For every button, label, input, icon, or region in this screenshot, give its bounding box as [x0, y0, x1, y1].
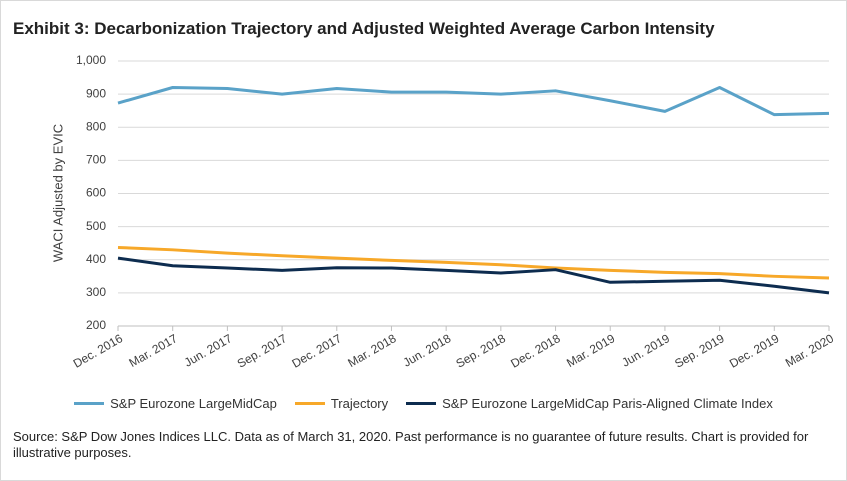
- chart-title: Exhibit 3: Decarbonization Trajectory an…: [13, 19, 715, 38]
- y-tick-label: 900: [86, 86, 106, 100]
- x-tick-label: Dec. 2017: [289, 331, 344, 371]
- x-tick-label: Dec. 2016: [71, 331, 126, 371]
- x-tick-label: Jun. 2018: [401, 331, 454, 370]
- legend-item: S&P Eurozone LargeMidCap Paris-Aligned C…: [406, 396, 773, 411]
- x-tick-label: Mar. 2020: [783, 331, 836, 370]
- legend-item: Trajectory: [294, 396, 389, 411]
- y-tick-label: 600: [86, 186, 106, 200]
- x-tick-label: Sep. 2017: [235, 331, 290, 371]
- y-tick-label: 1,000: [76, 53, 106, 67]
- y-tick-label: 200: [86, 318, 106, 332]
- x-tick-label: Mar. 2018: [345, 331, 398, 370]
- series-line: [117, 245, 830, 280]
- x-tick-label: Sep. 2019: [672, 331, 727, 371]
- legend-swatch: [406, 402, 437, 405]
- y-tick-label: 700: [86, 153, 106, 167]
- y-tick-label: 500: [86, 219, 106, 233]
- y-tick-label: 300: [86, 285, 106, 299]
- series-line: [117, 256, 830, 295]
- y-tick-label: 400: [86, 252, 106, 266]
- source-note: Source: S&P Dow Jones Indices LLC. Data …: [13, 429, 809, 460]
- legend-label: S&P Eurozone LargeMidCap: [110, 396, 277, 411]
- series-line: [117, 86, 830, 117]
- x-tick-label: Jun. 2019: [619, 331, 672, 370]
- x-tick-label: Mar. 2017: [127, 331, 180, 370]
- legend: S&P Eurozone LargeMidCap Trajectory S&P Eu…: [1, 396, 846, 411]
- legend-swatch: [294, 402, 325, 405]
- y-tick-label: 800: [86, 119, 106, 133]
- legend-label: Trajectory: [330, 396, 389, 411]
- y-axis-label: WACI Adjusted by EVIC: [50, 124, 65, 262]
- legend-item: S&P Eurozone LargeMidCap: [74, 396, 277, 411]
- x-tick-label: Dec. 2019: [727, 331, 782, 371]
- x-tick-label: Mar. 2019: [564, 331, 617, 370]
- legend-swatch: [74, 402, 105, 405]
- x-tick-label: Sep. 2018: [454, 331, 509, 371]
- legend-label: S&P Eurozone LargeMidCap Paris-Aligned C…: [442, 396, 773, 411]
- x-tick-label: Jun. 2017: [182, 331, 235, 370]
- x-tick-label: Dec. 2018: [508, 331, 563, 371]
- chart: WACI Adjusted by EVIC 200 300 400 500 600 700…: [50, 53, 836, 371]
